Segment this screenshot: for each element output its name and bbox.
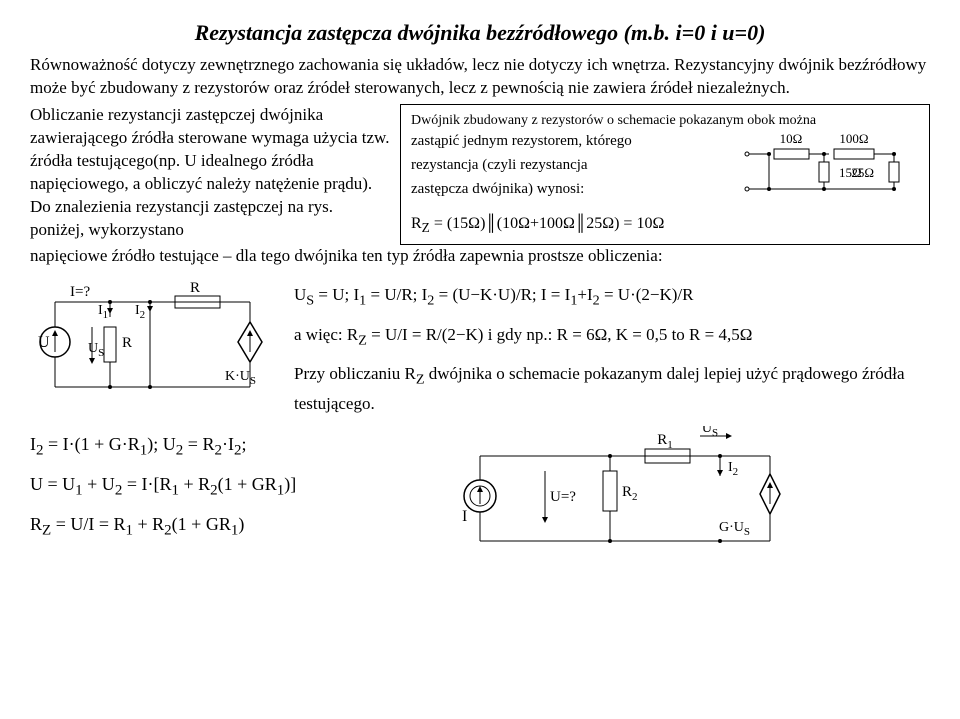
c2-i-label: I: [462, 508, 467, 525]
resistor-network-diagram: 10Ω 100Ω 15Ω 2: [739, 129, 919, 209]
c1-i-eq-label: I=?: [70, 284, 90, 300]
eq-line-1: US = U; I1 = U/R; I2 = (U−K·U)/R; I = I1…: [294, 282, 930, 312]
beq-line-1: I2 = I·(1 + G·R1); U2 = R2·I2;: [30, 426, 430, 466]
equations-right: US = U; I1 = U/R; I2 = (U−K·U)/R; I = I1…: [294, 282, 930, 416]
c1-i2-label: I2: [135, 303, 145, 321]
c2-gus-label: G·US: [719, 520, 750, 538]
box-line3: rezystancja (czyli rezystancja: [411, 153, 729, 177]
left-column-text: Obliczanie rezystancji zastępczej dwójni…: [30, 104, 390, 245]
circuit-2-wrap: I U=? R2 R1 US: [450, 426, 930, 561]
r100-label: 100Ω: [839, 131, 868, 146]
beq-line-3: RZ = U/I = R1 + R2(1 + GR1): [30, 506, 430, 546]
two-column-section: Obliczanie rezystancji zastępczej dwójni…: [30, 104, 930, 245]
box-formula: RZ = (15Ω)║(10Ω+100Ω║25Ω) = 10Ω: [411, 215, 919, 236]
circuit-1-diagram: U I=? I1 US R I2 R K·US: [30, 282, 280, 402]
c2-r2-label: R2: [622, 484, 638, 503]
c2-us-label: US: [702, 426, 718, 439]
box-line2: zastąpić jednym rezystorem, którego: [411, 129, 729, 153]
c1-i1-label: I1: [98, 303, 108, 321]
c1-r1-label: R: [122, 335, 132, 351]
page-title: Rezystancja zastępcza dwójnika bezźródło…: [30, 20, 930, 46]
box-text-block: zastąpić jednym rezystorem, którego rezy…: [411, 129, 729, 209]
r10-label: 10Ω: [780, 131, 803, 146]
c1-u-label: U: [38, 334, 50, 351]
paragraph-2: napięciowe źródło testujące – dla tego d…: [30, 245, 930, 268]
circuit-2-diagram: I U=? R2 R1 US: [450, 426, 800, 556]
example-box: Dwójnik zbudowany z rezystorów o schemac…: [400, 104, 930, 245]
c1-us-label: US: [88, 341, 104, 359]
c1-r-top-label: R: [190, 282, 200, 296]
paragraph-1: Równoważność dotyczy zewnętrznego zachow…: [30, 54, 930, 100]
bottom-equations: I2 = I·(1 + G·R1); U2 = R2·I2; U = U1 + …: [30, 426, 430, 545]
circuit-equation-row: U I=? I1 US R I2 R K·US: [30, 282, 930, 416]
box-line4: zastępcza dwójnika) wynosi:: [411, 177, 729, 201]
box-line1: Dwójnik zbudowany z rezystorów o schemac…: [411, 113, 919, 129]
r25-label: 25Ω: [851, 165, 874, 180]
c2-i2-label: I2: [728, 460, 738, 478]
beq-line-2: U = U1 + U2 = I·[R1 + R2(1 + GR1)]: [30, 466, 430, 506]
c2-r1-label: R1: [657, 432, 673, 451]
eq-line-2: a więc: RZ = U/I = R/(2−K) i gdy np.: R …: [294, 322, 930, 352]
bottom-row: I2 = I·(1 + G·R1); U2 = R2·I2; U = U1 + …: [30, 426, 930, 561]
c2-ueq-label: U=?: [550, 489, 576, 505]
c1-kus-label: K·US: [225, 369, 256, 387]
eq-line-3: Przy obliczaniu RZ dwójnika o schemacie …: [294, 361, 930, 416]
